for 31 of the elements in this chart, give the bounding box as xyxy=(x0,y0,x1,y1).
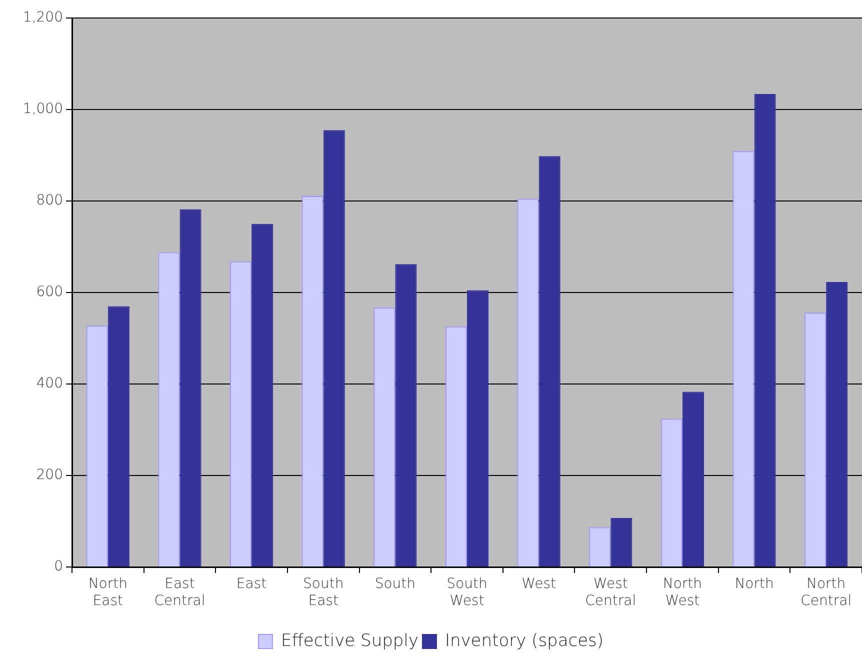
bar xyxy=(395,264,417,566)
bar xyxy=(754,94,776,566)
bar xyxy=(538,156,560,566)
legend-label: Inventory (spaces) xyxy=(444,630,604,651)
x-tick-label: North xyxy=(734,576,774,592)
x-tick-label: North East xyxy=(88,576,128,609)
y-tick-label: 1,000 xyxy=(22,101,63,118)
bar xyxy=(682,392,704,566)
x-tick-label: South West xyxy=(446,576,488,609)
y-tick-label: 400 xyxy=(36,376,63,392)
x-tick-label: East Central xyxy=(154,576,206,609)
x-tick-label: West xyxy=(522,576,556,592)
bar xyxy=(323,130,345,566)
bar xyxy=(180,209,202,566)
legend-label: Effective Supply xyxy=(280,630,418,651)
x-tick-label: South East xyxy=(303,576,344,609)
bar xyxy=(108,306,130,566)
x-tick-label: North West xyxy=(662,576,702,609)
y-tick-label: 1,200 xyxy=(22,10,63,26)
x-tick-label: North Central xyxy=(800,576,852,609)
x-tick-label: East xyxy=(236,576,267,592)
x-tick-label: South xyxy=(374,576,416,592)
x-tick-label: West Central xyxy=(585,576,636,609)
bar xyxy=(826,282,848,566)
y-tick-label: 800 xyxy=(36,192,63,209)
y-tick-label: 200 xyxy=(36,467,63,484)
bar xyxy=(467,290,489,566)
bar xyxy=(610,518,632,566)
y-tick-label: 600 xyxy=(36,284,63,300)
y-tick-label: 0 xyxy=(54,558,63,575)
bar xyxy=(252,224,274,566)
